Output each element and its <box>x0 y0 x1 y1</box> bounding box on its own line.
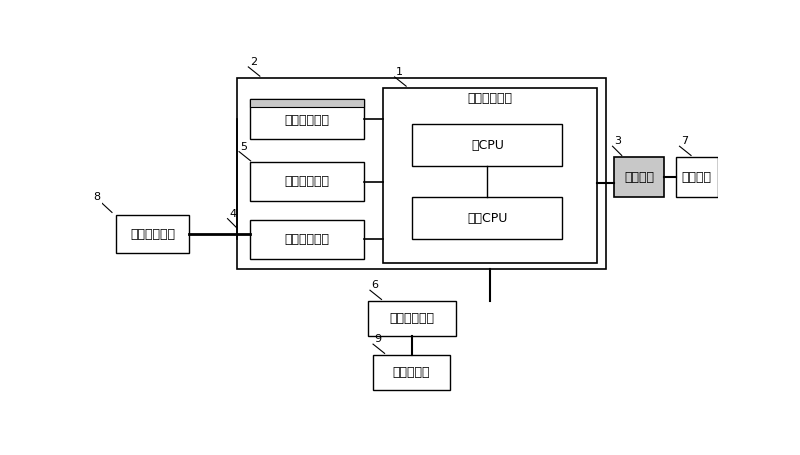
Bar <box>250 220 364 258</box>
Text: 5: 5 <box>241 142 248 152</box>
Text: 9: 9 <box>374 334 382 344</box>
Text: 执行机构: 执行机构 <box>682 171 712 183</box>
Bar <box>676 157 718 197</box>
Text: 数据存储模块: 数据存储模块 <box>284 175 330 188</box>
Text: 驱动模块: 驱动模块 <box>624 171 654 183</box>
Text: 电源管理模块: 电源管理模块 <box>390 312 434 325</box>
Text: 1: 1 <box>396 67 403 77</box>
Bar <box>237 78 606 268</box>
Bar <box>614 157 664 197</box>
Text: 7: 7 <box>681 136 688 146</box>
Text: 交流发电机: 交流发电机 <box>393 366 430 379</box>
Text: 主CPU: 主CPU <box>471 139 504 152</box>
Bar <box>412 124 562 166</box>
Text: 8: 8 <box>94 192 101 202</box>
Text: 数据通讯模块: 数据通讯模块 <box>284 233 330 246</box>
Text: 2: 2 <box>250 57 257 67</box>
Bar <box>250 162 364 201</box>
Text: 随锓测量工具: 随锓测量工具 <box>130 228 175 241</box>
Bar <box>368 301 456 336</box>
Text: 兑余CPU: 兑余CPU <box>467 212 507 225</box>
Text: 6: 6 <box>371 280 378 290</box>
Bar <box>373 355 450 389</box>
Text: 3: 3 <box>614 136 621 146</box>
Text: 微处理器模块: 微处理器模块 <box>467 92 513 105</box>
Bar <box>412 197 562 239</box>
Text: 数据采集模块: 数据采集模块 <box>284 114 330 127</box>
Text: 4: 4 <box>229 208 236 218</box>
Bar <box>116 215 189 253</box>
Bar <box>250 99 364 107</box>
Bar <box>383 88 597 263</box>
Bar <box>250 99 364 139</box>
